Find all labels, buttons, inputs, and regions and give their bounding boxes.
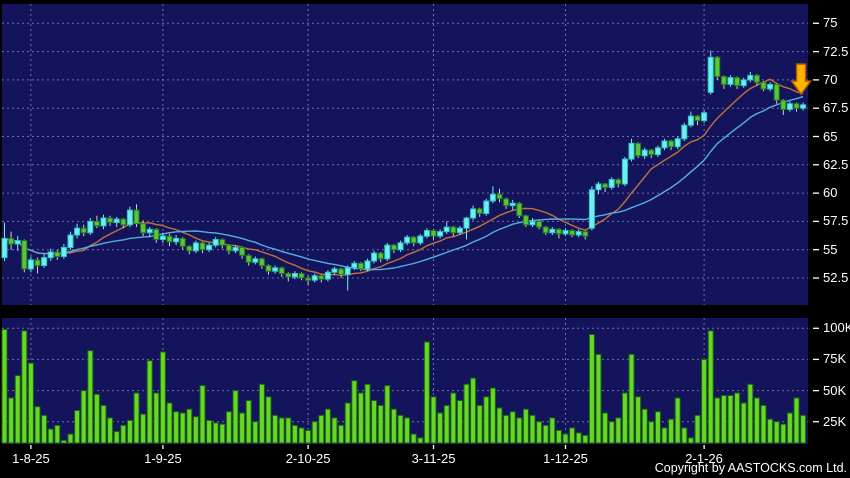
volume-axis-label: 100K <box>823 320 850 336</box>
x-axis-label: 1-9-25 <box>144 451 182 466</box>
price-axis-label: 67.5 <box>823 100 849 116</box>
x-axis-label: 3-11-25 <box>411 451 456 466</box>
price-axis-label: 65 <box>823 128 838 144</box>
price-axis-label: 72.5 <box>823 43 849 59</box>
volume-axis-label: 50K <box>823 382 847 398</box>
price-axis-label: 57.5 <box>823 213 849 229</box>
price-axis-label: 62.5 <box>823 156 849 172</box>
x-axis-label: 2-10-25 <box>285 451 331 466</box>
price-axis-label: 70 <box>823 71 838 87</box>
copyright-text: Copyright by AASTOCKS.com Ltd. <box>654 461 847 475</box>
x-axis-label: 2-1-26 <box>685 451 723 466</box>
price-axis-label: 52.5 <box>823 270 849 285</box>
x-axis-label: 1-8-25 <box>12 451 50 466</box>
price-axis-label: 75 <box>823 15 838 31</box>
x-axis-label: 1-12-25 <box>543 451 588 466</box>
volume-axis-label: 75K <box>823 351 847 367</box>
volume-axis-label: 25K <box>823 413 847 429</box>
price-axis-label: 60 <box>823 185 838 201</box>
latest-move-down-arrow <box>790 63 813 96</box>
price-axis-label: 55 <box>823 241 838 257</box>
